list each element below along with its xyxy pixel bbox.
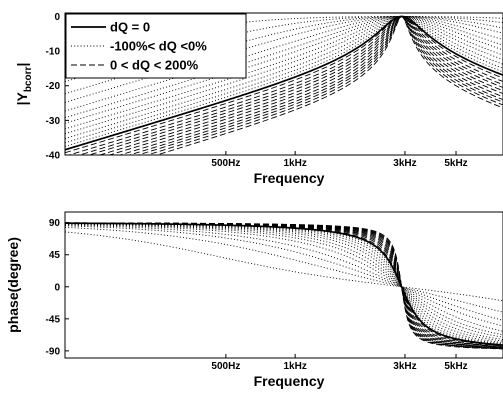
magnitude-series-1-curve-10 — [65, 16, 503, 144]
legend: dQ = 0 -100%< dQ <0% 0 < dQ < 200% — [65, 13, 247, 79]
phase-series-1-curve-6 — [65, 223, 503, 338]
phase-series-1-curve-5 — [65, 223, 503, 336]
legend-label-2: 0 < dQ < 200% — [110, 58, 199, 73]
phase-series-1-curve-8 — [65, 223, 503, 342]
magnitude-series-1-curve-8 — [65, 16, 503, 135]
phase-ytick-label-2: 0 — [54, 282, 60, 293]
magnitude-series-1-curve-9 — [65, 16, 503, 140]
phase-series-2-curve-1 — [65, 222, 503, 347]
magnitude-ytick-label-1: -10 — [46, 47, 61, 58]
magnitude-series-2-curve-6 — [118, 16, 503, 155]
phase-xtick-label-0: 500Hz — [211, 361, 240, 372]
phase-series-2-curve-10 — [65, 222, 503, 350]
magnitude-xtick-label-3: 5kHz — [444, 158, 467, 169]
phase-series-2-curve-3 — [65, 222, 503, 348]
phase-series-1-curve-9 — [65, 222, 503, 343]
magnitude-xlabel: Frequency — [254, 170, 325, 186]
legend-box — [65, 13, 247, 79]
phase-series-1-curve-0 — [65, 231, 503, 302]
magnitude-series-2-curve-5 — [108, 16, 503, 155]
magnitude-ylabel-end: | — [14, 63, 30, 67]
phase-xlabel: Frequency — [254, 373, 325, 389]
phase-series-1-curve-7 — [65, 223, 503, 340]
phase-series-1-curve-10 — [65, 222, 503, 344]
magnitude-xtick-label-1: 1kHz — [283, 158, 306, 169]
magnitude-ytick-label-4: -40 — [46, 151, 61, 162]
phase-series-2-curve-5 — [65, 222, 503, 349]
phase-ytick-label-1: 45 — [49, 250, 61, 261]
magnitude-series-2-curve-7 — [127, 16, 503, 155]
magnitude-series-2-curve-2 — [78, 16, 503, 155]
phase-series-1-curve-4 — [65, 223, 503, 332]
phase-series-2-curve-7 — [65, 222, 503, 349]
magnitude-series-0-curve-0 — [65, 15, 503, 151]
magnitude-ylabel: |Ybcorr| — [14, 63, 34, 106]
phase-series-2-curve-2 — [65, 222, 503, 348]
phase-ytick-label-3: -45 — [46, 314, 61, 325]
phase-ytick-label-4: -90 — [46, 346, 61, 357]
magnitude-ylabel-sub: bcorr — [23, 66, 34, 92]
magnitude-ytick-label-2: -20 — [46, 81, 61, 92]
magnitude-ylabel-main: |Y — [14, 91, 30, 105]
phase-series-1-curve-2 — [65, 225, 503, 321]
magnitude-series-2-curve-4 — [98, 16, 503, 155]
magnitude-series-2-curve-3 — [87, 16, 503, 155]
phase-ylabel: phase(degree) — [5, 237, 21, 333]
phase-ytick-label-0: 90 — [49, 218, 61, 229]
magnitude-series-1-curve-2 — [65, 16, 503, 95]
magnitude-frame — [64, 12, 503, 156]
magnitude-xtick-label-2: 3kHz — [393, 158, 416, 169]
legend-label-0: dQ = 0 — [110, 20, 150, 35]
phase-series-1-curve-1 — [65, 226, 503, 313]
phase-frame — [64, 211, 503, 359]
phase-xtick-label-1: 1kHz — [283, 361, 306, 372]
magnitude-plot: 500Hz 1kHz 3kHz 5kHz 0 -10 -20 -30 -40 Frequency |… — [14, 12, 503, 186]
phase-series-2-curve-8 — [65, 222, 503, 349]
magnitude-ytick-label-3: -30 — [46, 116, 61, 127]
magnitude-series-2-curve-8 — [136, 16, 503, 155]
magnitude-xtick-label-0: 500Hz — [211, 158, 240, 169]
phase-series-1-curve-11 — [65, 222, 503, 345]
phase-xtick-label-3: 5kHz — [444, 361, 467, 372]
phase-plot: 500Hz 1kHz 3kHz 5kHz 90 45 0 -45 -90 Frequency pha… — [5, 211, 503, 389]
magnitude-series-2-curve-9 — [145, 16, 503, 155]
phase-series-2-curve-6 — [65, 222, 503, 349]
magnitude-series-2-curve-10 — [155, 16, 503, 155]
phase-series-1-curve-3 — [65, 224, 503, 327]
phase-series-2-curve-9 — [65, 222, 503, 350]
magnitude-series-2-curve-0 — [65, 16, 503, 154]
magnitude-series-1-curve-11 — [65, 16, 503, 147]
legend-label-1: -100%< dQ <0% — [110, 39, 207, 54]
magnitude-series-2-curve-1 — [67, 16, 503, 155]
phase-series-2-curve-4 — [65, 222, 503, 348]
phase-series-2-curve-0 — [65, 222, 503, 347]
phase-series-0-curve-0 — [65, 222, 503, 346]
phase-xtick-label-2: 3kHz — [393, 361, 416, 372]
magnitude-ytick-label-0: 0 — [54, 12, 60, 23]
